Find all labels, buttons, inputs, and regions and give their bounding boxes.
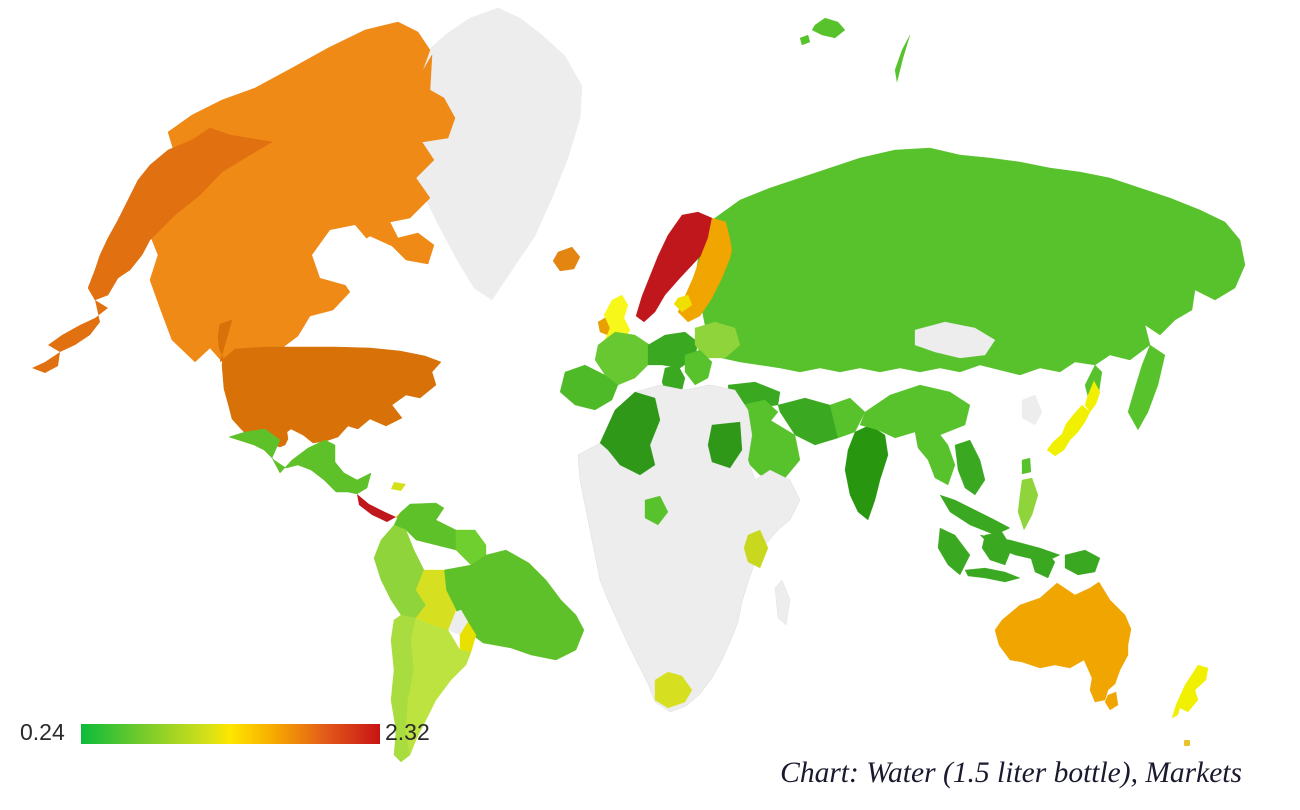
svg-text:2.32: 2.32 [385,719,430,745]
svg-text:0.24: 0.24 [20,719,65,745]
